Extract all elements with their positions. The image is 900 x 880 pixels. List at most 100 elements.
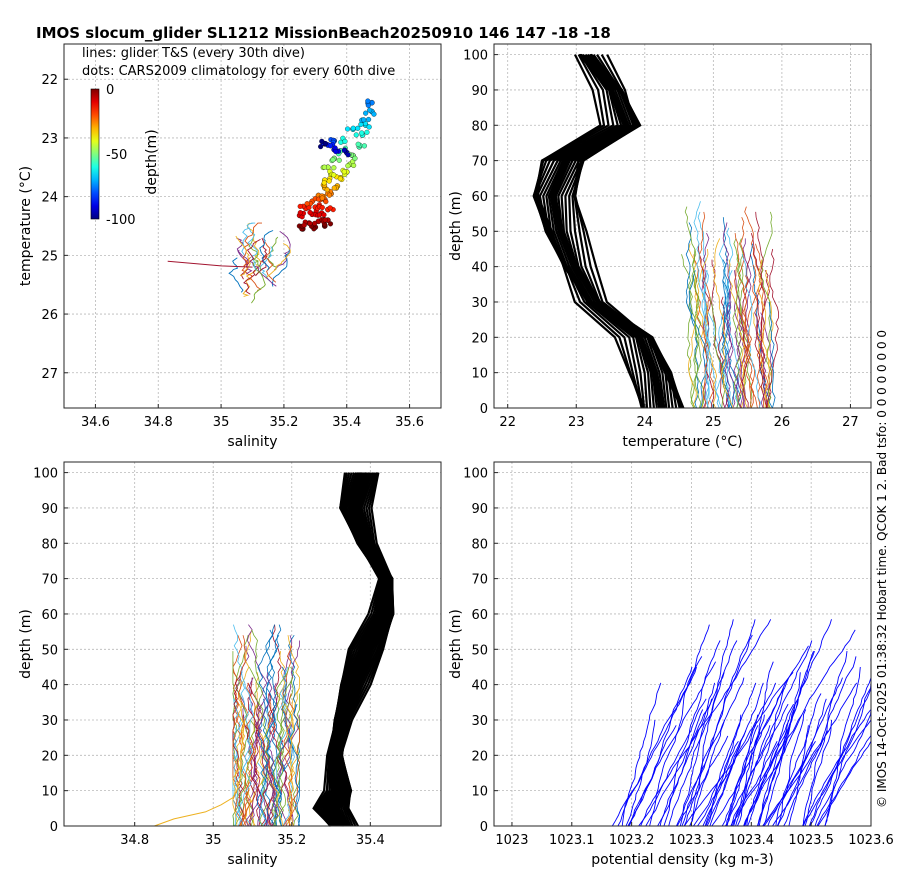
- glider-ts-line: [266, 236, 279, 271]
- glider-salinity-profile: [260, 666, 289, 827]
- climatology-dot: [367, 107, 373, 113]
- glider-temperature-profile: [718, 227, 734, 409]
- x-tick-label: 1023.6: [848, 833, 894, 848]
- glider-density-profile: [746, 688, 785, 827]
- glider-temperature-profile: [681, 254, 702, 409]
- glider-density-profile: [657, 682, 716, 827]
- climatology-dot: [330, 157, 336, 163]
- glider-temperature-profile: [724, 296, 735, 409]
- glider-density-profile: [788, 725, 809, 827]
- glider-temperature-profile: [701, 270, 720, 409]
- climatology-dot: [326, 192, 332, 198]
- glider-density-profile: [681, 634, 753, 827]
- climatology-dot: [321, 180, 327, 186]
- climatology-dot: [364, 129, 370, 135]
- climatology-temperature-profile: [573, 54, 683, 409]
- climatology-dot: [327, 205, 333, 211]
- glider-temperature-profile: [724, 291, 733, 409]
- glider-salinity-profile: [241, 682, 256, 827]
- y-tick-label: 27: [41, 367, 58, 382]
- y-axis-label: depth (m): [448, 191, 464, 261]
- glider-salinity-profile: [248, 698, 262, 827]
- climatology-dot: [319, 138, 325, 144]
- glider-temperature-profile: [750, 232, 768, 409]
- glider-salinity-profile: [273, 677, 294, 827]
- x-tick-label: 35.2: [269, 415, 298, 430]
- glider-density-profile: [730, 629, 856, 827]
- glider-temperature-profile: [698, 243, 715, 409]
- x-tick-label: 35.6: [395, 415, 424, 430]
- y-tick-label: 0: [50, 820, 58, 835]
- glider-ts-line: [259, 230, 274, 271]
- y-tick-label: 90: [471, 502, 488, 517]
- glider-density-profile: [726, 714, 759, 827]
- y-tick-label: 40: [471, 679, 488, 694]
- glider-salinity-profile: [251, 629, 270, 827]
- glider-density-profile: [706, 735, 744, 827]
- glider-density-profile: [679, 698, 713, 827]
- climatology-dot: [297, 203, 303, 209]
- climatology-dot: [342, 138, 348, 144]
- climatology-dot: [316, 212, 323, 218]
- legend-dots-text: dots: CARS2009 climatology for every 60t…: [82, 64, 395, 79]
- x-tick-label: 26: [774, 415, 791, 430]
- glider-temperature-profile: [727, 259, 748, 409]
- climatology-dot: [327, 221, 334, 227]
- x-tick-label: 1023: [495, 833, 528, 848]
- glider-density-profile: [704, 714, 742, 827]
- data-layer: [611, 619, 872, 827]
- climatology-dot: [358, 121, 364, 127]
- glider-density-profile: [659, 709, 704, 827]
- glider-temperature-profile: [754, 211, 768, 409]
- glider-density-profile: [808, 688, 872, 827]
- climatology-dot: [331, 185, 337, 191]
- glider-ts-line: [238, 249, 277, 287]
- climatology-dot: [331, 165, 337, 171]
- glider-density-profile: [802, 651, 848, 827]
- figure-title: IMOS slocum_glider SL1212 MissionBeach20…: [36, 24, 611, 42]
- y-tick-label: 0: [480, 820, 488, 835]
- glider-temperature-profile: [737, 238, 747, 409]
- glider-ts-line: [240, 239, 261, 280]
- glider-temperature-profile: [754, 312, 767, 409]
- glider-salinity-profile: [232, 703, 245, 827]
- glider-density-profile: [697, 682, 777, 827]
- glider-density-profile: [762, 672, 801, 827]
- glider-salinity-profile: [288, 693, 301, 827]
- glider-salinity-profile: [238, 672, 255, 827]
- axes-frame: [493, 461, 872, 827]
- glider-ts-line: [247, 227, 258, 271]
- salinity-depth-panel: 34.8 35 35.2 35.4 0 10 20 30 40 50 60 70 80 90 100 sali…: [18, 461, 442, 868]
- x-tick-label: 35: [213, 415, 230, 430]
- glider-temperature-profile: [684, 206, 702, 409]
- y-tick-label: 26: [41, 308, 58, 323]
- y-tick-label: 60: [471, 190, 488, 205]
- climatology-dot: [319, 195, 325, 201]
- x-tick-label: 35: [205, 833, 222, 848]
- glider-temperature-profile: [740, 254, 751, 409]
- glider-salinity-profile: [281, 645, 293, 827]
- y-tick-label: 24: [41, 191, 58, 206]
- glider-density-profile: [816, 698, 872, 827]
- data-layer: [167, 98, 377, 304]
- climatology-dot: [361, 143, 367, 149]
- glider-salinity-profile: [272, 666, 290, 827]
- glider-density-profile: [809, 661, 872, 827]
- climatology-dot: [371, 111, 377, 117]
- axes-frame: [63, 43, 442, 409]
- x-tick-label: 1023.2: [609, 833, 655, 848]
- glider-density-profile: [649, 624, 710, 827]
- glider-ts-line: [228, 257, 244, 293]
- colorbar-tick-label: -100: [106, 213, 136, 228]
- y-tick-label: 60: [471, 608, 488, 623]
- glider-salinity-profile: [287, 635, 301, 827]
- climatology-dot: [301, 222, 307, 228]
- x-tick-label: 1023.4: [729, 833, 775, 848]
- side-text: © IMOS 14-Oct-2025 01:38:32 Hobart time.…: [875, 330, 889, 808]
- climatology-dot: [338, 139, 344, 145]
- glider-temperature-profile: [757, 259, 770, 409]
- glider-temperature-profile: [693, 201, 711, 409]
- x-axis-label: salinity: [227, 852, 277, 868]
- climatology-dot: [324, 187, 330, 193]
